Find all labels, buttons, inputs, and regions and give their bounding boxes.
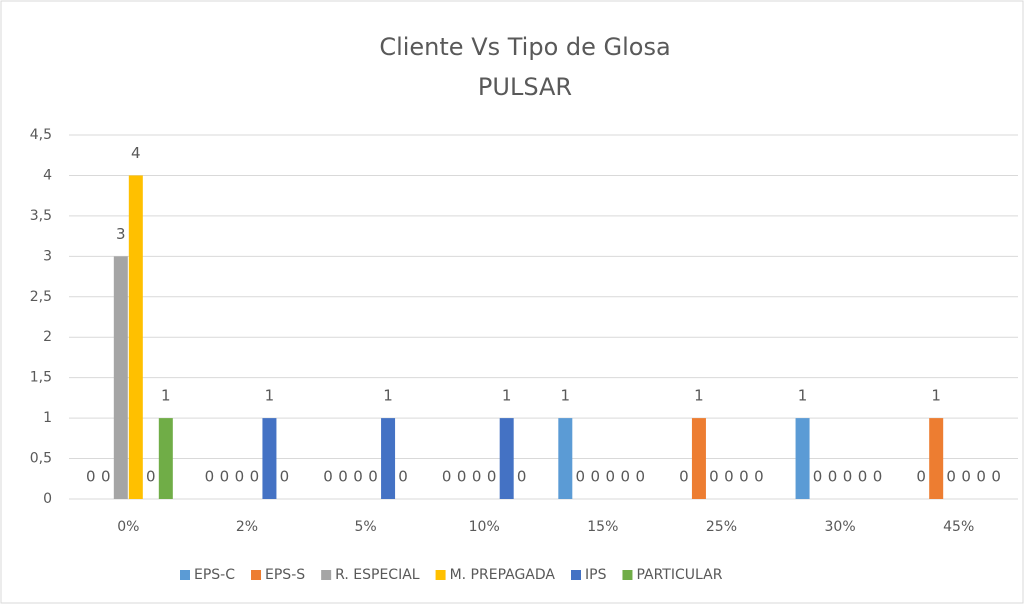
data-label: 0: [591, 468, 601, 486]
data-label: 1: [383, 387, 393, 405]
legend-swatch: [435, 570, 446, 580]
data-label: 1: [798, 387, 808, 405]
y-tick-label: 2: [43, 329, 52, 345]
data-label: 0: [442, 468, 452, 486]
bar: [128, 175, 143, 499]
x-tick-label: 5%: [354, 519, 376, 535]
data-label: 0: [621, 468, 631, 486]
x-tick-label: 10%: [469, 519, 500, 535]
data-label: 1: [502, 387, 512, 405]
y-tick-label: 3: [43, 248, 52, 264]
data-label: 0: [323, 468, 333, 486]
data-label: 0: [146, 468, 156, 486]
y-tick-label: 4: [43, 167, 52, 183]
data-label: 0: [235, 468, 245, 486]
legend-swatch: [251, 570, 262, 580]
legend-swatch: [321, 570, 332, 580]
x-tick-label: 30%: [825, 519, 856, 535]
data-label: 0: [828, 468, 838, 486]
data-label: 0: [754, 468, 764, 486]
data-label: 0: [991, 468, 1001, 486]
legend-label: EPS-C: [194, 567, 235, 583]
data-label: 0: [86, 468, 96, 486]
bar: [691, 418, 706, 499]
data-label: 0: [739, 468, 749, 486]
data-label: 0: [843, 468, 853, 486]
legend-label: R. ESPECIAL: [335, 567, 420, 583]
y-tick-label: 2,5: [30, 289, 52, 305]
y-tick-label: 4,5: [30, 127, 52, 143]
data-label: 1: [931, 387, 941, 405]
legend-label: IPS: [585, 567, 607, 583]
data-label: 1: [265, 387, 275, 405]
data-label: 0: [946, 468, 956, 486]
data-label: 0: [368, 468, 378, 486]
x-tick-label: 45%: [943, 519, 974, 535]
bar: [262, 418, 277, 499]
bar: [113, 256, 128, 499]
data-label: 0: [353, 468, 363, 486]
y-tick-label: 1: [43, 410, 52, 426]
x-tick-label: 15%: [587, 519, 618, 535]
data-label: 0: [101, 468, 111, 486]
x-tick-label: 2%: [236, 519, 258, 535]
data-label: 0: [873, 468, 883, 486]
y-tick-label: 0: [43, 491, 52, 507]
bar: [795, 418, 810, 499]
bar: [558, 418, 573, 499]
legend-swatch: [180, 570, 190, 580]
data-label: 0: [205, 468, 215, 486]
y-tick-label: 3,5: [30, 208, 52, 224]
bar: [381, 418, 396, 499]
data-label: 0: [709, 468, 719, 486]
data-label: 0: [858, 468, 868, 486]
data-label: 0: [398, 468, 408, 486]
data-label: 0: [457, 468, 467, 486]
data-label: 1: [561, 387, 571, 405]
data-label: 0: [813, 468, 823, 486]
legend-label: M. PREPAGADA: [450, 567, 556, 583]
data-label: 0: [250, 468, 260, 486]
data-label: 0: [576, 468, 586, 486]
chart-title: Cliente Vs Tipo de Glosa: [379, 33, 670, 61]
data-label: 3: [116, 225, 126, 243]
data-label: 0: [724, 468, 734, 486]
data-label: 0: [280, 468, 290, 486]
legend-label: EPS-S: [265, 567, 305, 583]
y-tick-label: 1,5: [30, 370, 52, 386]
data-label: 1: [161, 387, 171, 405]
data-label: 0: [606, 468, 616, 486]
data-label: 1: [694, 387, 704, 405]
data-label: 0: [679, 468, 689, 486]
x-tick-label: 25%: [706, 519, 737, 535]
y-tick-label: 0,5: [30, 451, 52, 467]
bar: [158, 418, 173, 499]
bar: [929, 418, 944, 499]
data-label: 0: [517, 468, 527, 486]
data-label: 0: [976, 468, 986, 486]
chart-subtitle: PULSAR: [478, 73, 572, 101]
data-label: 0: [472, 468, 482, 486]
x-tick-label: 0%: [117, 519, 139, 535]
data-label: 0: [338, 468, 348, 486]
legend-swatch: [622, 570, 633, 580]
data-label: 4: [131, 144, 141, 162]
data-label: 0: [916, 468, 926, 486]
data-label: 0: [961, 468, 971, 486]
data-label: 0: [220, 468, 230, 486]
data-label: 0: [636, 468, 646, 486]
legend-label: PARTICULAR: [636, 567, 722, 583]
legend-swatch: [571, 570, 581, 580]
data-label: 0: [487, 468, 497, 486]
bar: [499, 418, 514, 499]
